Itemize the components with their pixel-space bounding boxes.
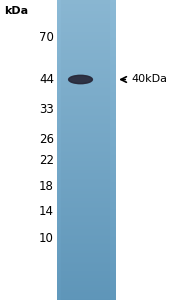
Text: 10: 10	[39, 232, 54, 245]
Text: 14: 14	[39, 205, 54, 218]
Ellipse shape	[69, 75, 92, 84]
Text: 26: 26	[39, 133, 54, 146]
Text: 44: 44	[39, 73, 54, 86]
Text: 18: 18	[39, 179, 54, 193]
Text: 33: 33	[39, 103, 54, 116]
Text: 40kDa: 40kDa	[132, 74, 168, 85]
Text: 70: 70	[39, 31, 54, 44]
Text: 22: 22	[39, 154, 54, 167]
Text: kDa: kDa	[4, 5, 29, 16]
